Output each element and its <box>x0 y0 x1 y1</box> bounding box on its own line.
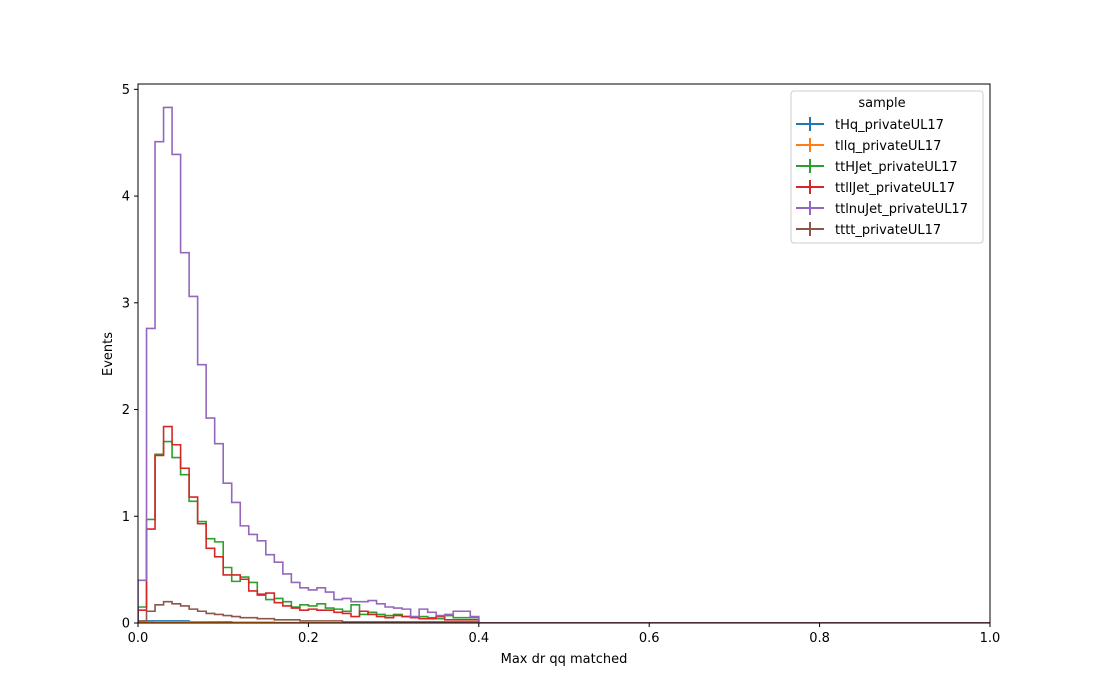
x-tick-label: 0.4 <box>468 631 489 646</box>
legend-entry-label: tllq_privateUL17 <box>835 139 941 154</box>
legend-entry-label: tHq_privateUL17 <box>835 118 944 133</box>
legend-title: sample <box>858 96 905 111</box>
series-line-5 <box>138 600 990 623</box>
x-tick-label: 0.6 <box>639 631 660 646</box>
axes-frame <box>137 83 991 624</box>
y-tick-label: 2 <box>122 403 130 418</box>
x-tick-label: 1.0 <box>980 631 1001 646</box>
legend-entry-label: tttt_privateUL17 <box>835 223 941 238</box>
y-tick-label: 1 <box>122 510 130 525</box>
y-axis-label: Events <box>101 332 116 376</box>
legend: sample tHq_privateUL17 tllq_privateUL17 ttH… <box>790 90 984 244</box>
axes: 0.0 0.2 0.4 0.6 0.8 1.0 0 1 2 3 4 5 <box>122 83 1001 646</box>
x-tick-label: 0.8 <box>809 631 830 646</box>
x-tick-label: 0.2 <box>298 631 319 646</box>
legend-entry-label: ttlnuJet_privateUL17 <box>835 202 968 217</box>
series-line-3 <box>138 425 990 623</box>
x-axis-label: Max dr qq matched <box>501 652 628 667</box>
legend-entry-label: ttllJet_privateUL17 <box>835 181 955 196</box>
legend-entry-label: ttHJet_privateUL17 <box>835 160 958 175</box>
y-tick-label: 0 <box>122 617 130 632</box>
y-tick-label: 3 <box>122 296 130 311</box>
y-tick-label: 5 <box>122 83 130 98</box>
y-tick-label: 4 <box>122 190 130 205</box>
x-tick-label: 0.0 <box>128 631 149 646</box>
legend-box <box>790 90 984 244</box>
series-line-4 <box>138 106 990 623</box>
